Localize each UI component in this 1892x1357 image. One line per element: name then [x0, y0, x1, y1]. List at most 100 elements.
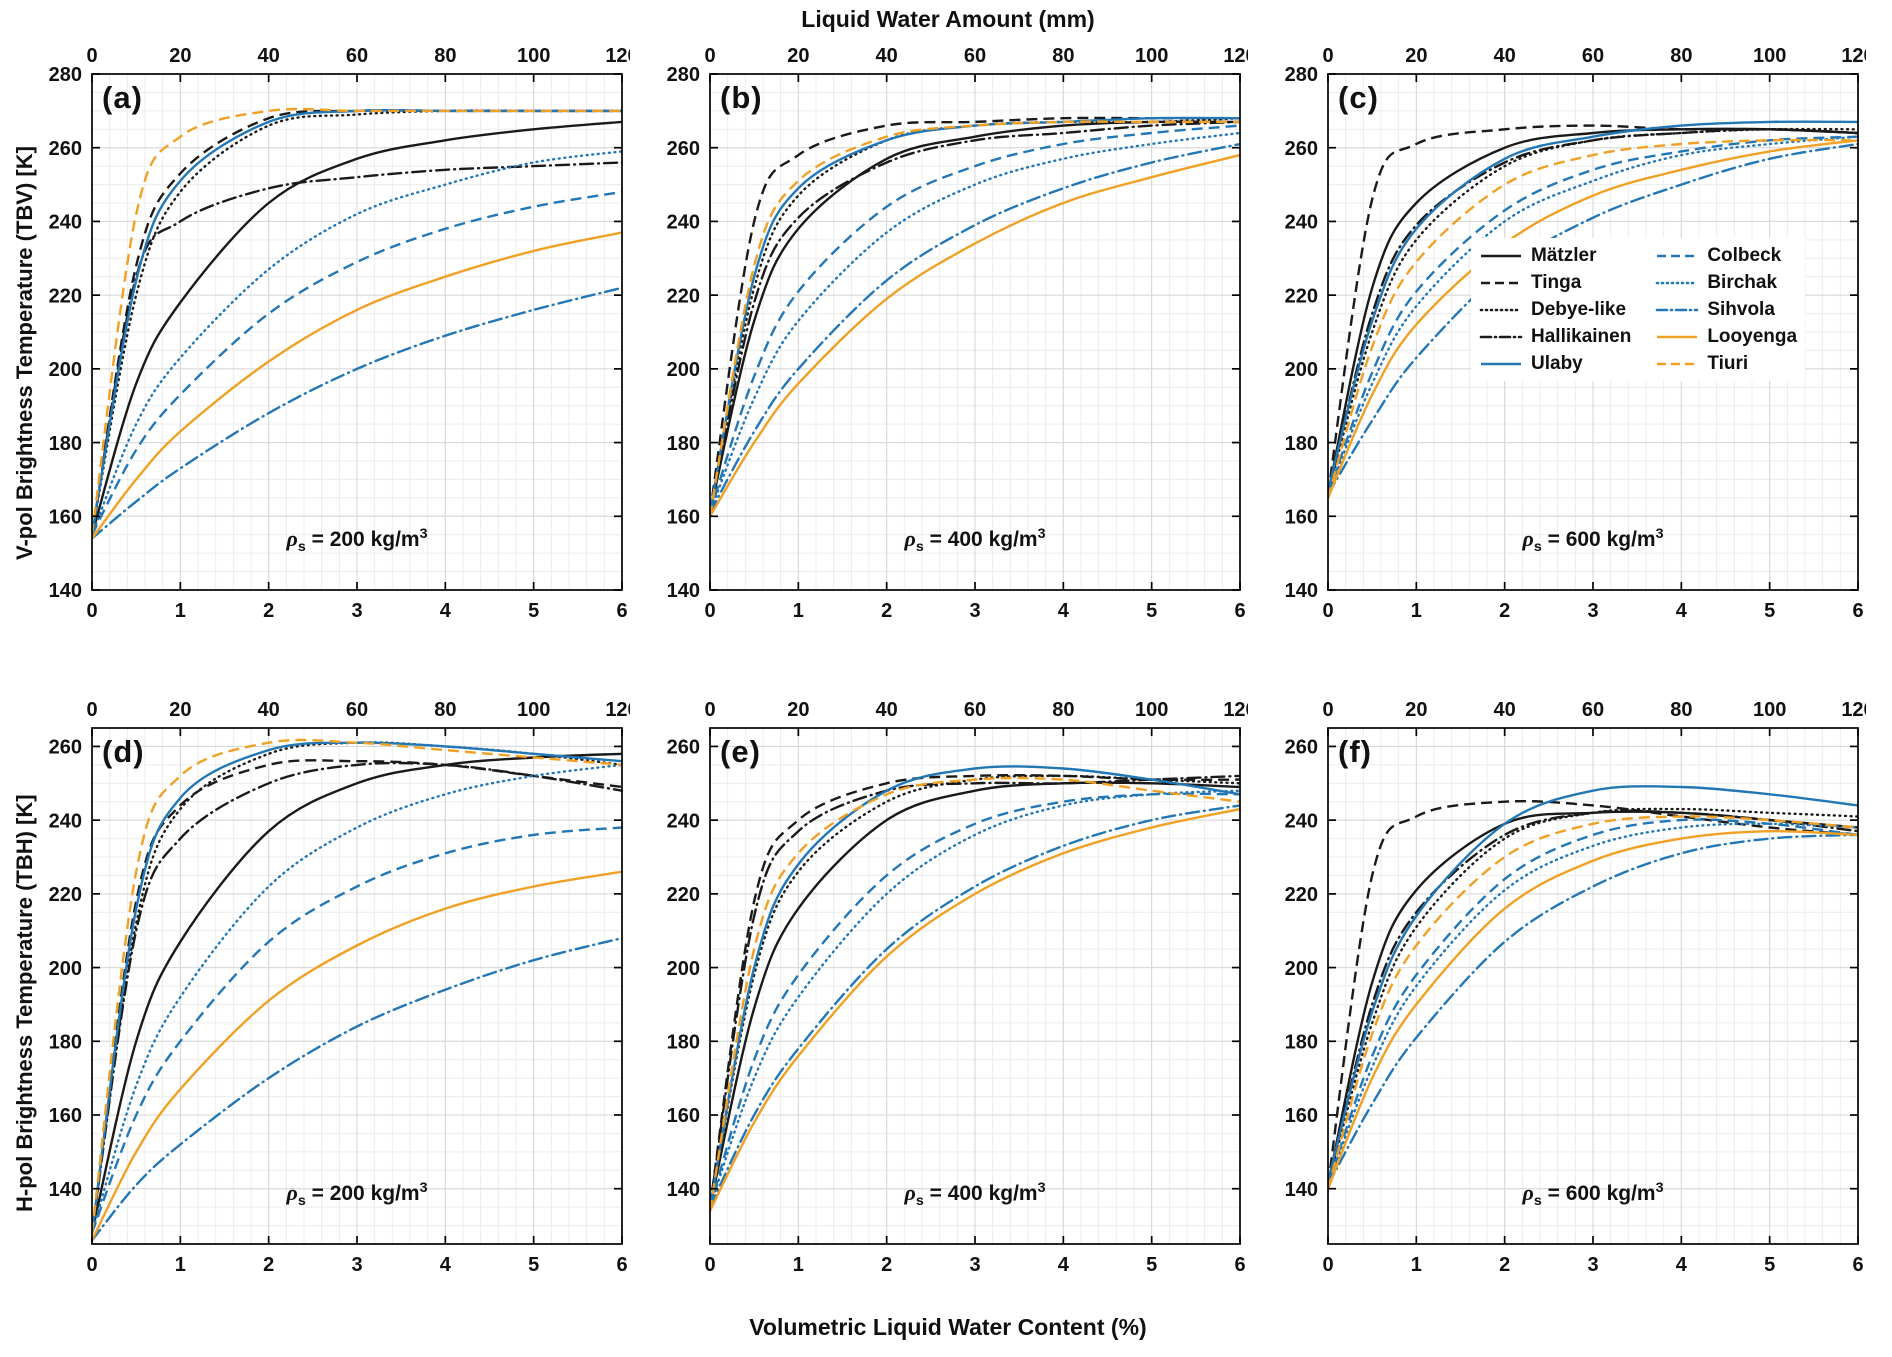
y-tick-label: 160	[49, 506, 82, 528]
y-tick-label: 140	[49, 1179, 82, 1201]
series-Tiuri	[92, 107, 622, 535]
series-Colbeck	[92, 826, 622, 1234]
y-tick-label: 140	[49, 580, 82, 602]
top-tick-label: 40	[876, 45, 898, 67]
y-tick-label: 280	[49, 64, 82, 86]
legend-item: Tiuri	[1655, 350, 1797, 377]
legend-label: Birchak	[1707, 271, 1778, 293]
x-tick-label: 4	[1058, 1254, 1070, 1276]
x-tick-label: 6	[616, 600, 627, 622]
legend-line-sample-icon	[1657, 254, 1698, 257]
density-annotation: ρs = 600 kg/m3	[1522, 526, 1663, 555]
legend-label: Debye-like	[1531, 298, 1627, 320]
x-tick-label: 5	[1146, 600, 1157, 622]
top-tick-label: 40	[1494, 699, 1516, 721]
top-tick-label: 60	[964, 699, 986, 721]
y-tick-label: 220	[49, 285, 82, 307]
y-tick-label: 280	[1285, 64, 1318, 86]
series-Hallikainen	[1328, 128, 1858, 496]
series-Tinga	[1328, 799, 1858, 1186]
series-Hallikainen	[92, 761, 622, 1235]
panel-b-chart: 0123456020406080100120140160180200220240…	[667, 45, 1248, 622]
legend-line-sample-icon	[1657, 335, 1698, 338]
top-tick-label: 0	[86, 699, 97, 721]
annotation-units: kg/m	[982, 528, 1038, 551]
x-tick-label: 6	[1234, 600, 1245, 622]
x-tick-label: 3	[969, 600, 980, 622]
top-tick-label: 100	[517, 45, 550, 67]
y-tick-label: 280	[667, 64, 700, 86]
panel-f: 0123456020406080100120140160180200220240…	[1266, 688, 1866, 1303]
series-Ulaby	[710, 116, 1240, 513]
series-Looyenga	[710, 807, 1240, 1212]
top-tick-label: 40	[258, 699, 280, 721]
top-tick-label: 80	[1052, 45, 1074, 67]
annotation-equals: =	[1541, 528, 1566, 551]
rho-subscript: s	[915, 1193, 924, 1210]
y-tick-label: 200	[49, 359, 82, 381]
legend-label: Tiuri	[1707, 352, 1749, 374]
density-value: 200	[329, 528, 365, 551]
y-tick-label: 240	[667, 212, 700, 234]
top-tick-label: 100	[1753, 45, 1786, 67]
x-tick-label: 3	[1587, 600, 1598, 622]
x-tick-label: 0	[1322, 600, 1333, 622]
top-tick-label: 60	[1582, 699, 1604, 721]
y-tick-label: 180	[49, 433, 82, 455]
y-tick-label: 240	[49, 810, 82, 832]
major-grid	[91, 728, 623, 1244]
annotation-units: kg/m	[364, 528, 420, 551]
y-tick-label: 220	[1285, 285, 1318, 307]
density-value: 400	[947, 528, 983, 551]
x-tick-label: 1	[1411, 600, 1422, 622]
series-Mätzler	[710, 781, 1240, 1208]
top-tick-label: 0	[1322, 45, 1333, 67]
legend-label: Ulaby	[1531, 352, 1583, 374]
top-tick-label: 40	[1494, 45, 1516, 67]
series-Tiuri	[710, 776, 1240, 1212]
top-tick-label: 20	[169, 45, 191, 67]
x-tick-label: 5	[1146, 1254, 1157, 1276]
x-tick-label: 2	[263, 1254, 274, 1276]
series-Sihvola	[710, 142, 1240, 514]
legend-line-sample-icon	[1656, 308, 1699, 311]
legend-line-sample-icon	[1479, 308, 1523, 311]
panel-c: 0123456020406080100120140160180200220240…	[1266, 34, 1866, 649]
tick-labels: 0123456020406080100120140160180200220240…	[667, 45, 1248, 622]
panel-a-chart: 0123456020406080100120140160180200220240…	[49, 45, 630, 622]
top-tick-label: 60	[346, 45, 368, 67]
annotation-exponent: 3	[1655, 1180, 1664, 1196]
top-tick-label: 60	[964, 45, 986, 67]
annotation-exponent: 3	[419, 526, 428, 542]
y-tick-label: 180	[49, 1031, 82, 1053]
y-tick-label: 140	[667, 1179, 700, 1201]
series-Colbeck	[710, 792, 1240, 1208]
series-Tiuri	[1328, 138, 1858, 499]
series-Looyenga	[92, 870, 622, 1241]
series-group	[92, 107, 622, 540]
rho-symbol: ρ	[1522, 1180, 1534, 1205]
series-group	[710, 765, 1240, 1212]
series-Ulaby	[1328, 785, 1858, 1182]
x-tick-label: 5	[528, 1254, 539, 1276]
x-tick-label: 1	[175, 1254, 186, 1276]
y-tick-label: 240	[1285, 810, 1318, 832]
y-tick-label: 180	[1285, 1031, 1318, 1053]
series-Birchak	[92, 763, 622, 1235]
top-tick-label: 60	[346, 699, 368, 721]
legend-item: Colbeck	[1655, 242, 1797, 269]
series-Birchak	[710, 131, 1240, 514]
legend-label: Tinga	[1531, 271, 1582, 293]
series-Ulaby	[92, 741, 622, 1234]
y-tick-label: 260	[667, 737, 700, 759]
y-tick-label: 160	[667, 506, 700, 528]
legend-item: Hallikainen	[1479, 323, 1631, 350]
top-tick-label: 20	[169, 699, 191, 721]
x-tick-label: 5	[1764, 600, 1775, 622]
x-tick-label: 0	[1322, 1254, 1333, 1276]
series-Sihvola	[710, 804, 1240, 1209]
top-tick-label: 20	[1405, 45, 1427, 67]
y-tick-label: 220	[667, 884, 700, 906]
tick-marks	[91, 73, 623, 591]
y-tick-label: 220	[49, 884, 82, 906]
